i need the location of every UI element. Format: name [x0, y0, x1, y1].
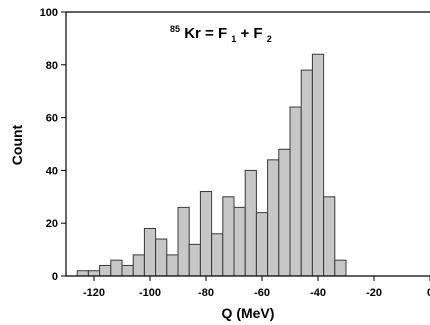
histogram-bars — [76, 53, 347, 277]
histogram-bar — [300, 69, 313, 277]
histogram-bar — [110, 259, 123, 277]
x-tick-label: 0 — [427, 287, 430, 299]
y-axis-title: Count — [9, 124, 25, 165]
x-tick-label: -80 — [198, 287, 214, 299]
histogram-bar — [199, 191, 213, 277]
histogram-bar — [255, 212, 269, 277]
histogram-bar — [121, 264, 134, 277]
x-axis-ticks: -120 -100 -80 -60 -40 -20 0 — [83, 276, 430, 299]
histogram-bar — [233, 206, 246, 277]
x-axis-title: Q (MeV) — [222, 305, 275, 321]
x-tick-label: -20 — [366, 287, 382, 299]
y-tick-label: 20 — [46, 218, 58, 230]
y-axis-ticks: 0 20 40 60 80 100 — [40, 7, 66, 283]
y-tick-label: 0 — [52, 271, 58, 283]
x-tick-label: -100 — [139, 287, 161, 299]
histogram-bar — [311, 53, 325, 277]
y-tick-label: 60 — [46, 113, 58, 125]
histogram-bar — [211, 233, 224, 277]
y-tick-label: 80 — [46, 60, 58, 72]
histogram-bar — [289, 106, 302, 277]
y-tick-label: 100 — [40, 7, 58, 19]
x-tick-label: -40 — [310, 287, 326, 299]
histogram-bar — [155, 238, 168, 277]
histogram-bar — [132, 254, 145, 277]
histogram-bar — [267, 159, 280, 277]
histogram-bar — [143, 227, 157, 277]
histogram-bar — [177, 206, 190, 277]
histogram-bar — [188, 243, 201, 277]
histogram-bar — [334, 259, 347, 277]
histogram-bar — [166, 254, 179, 277]
histogram-bar — [87, 270, 101, 277]
histogram-bar — [76, 270, 89, 277]
histogram-bar — [323, 196, 336, 277]
y-tick-label: 40 — [46, 165, 58, 177]
histogram-bar — [244, 169, 257, 277]
x-tick-label: -120 — [83, 287, 105, 299]
x-tick-label: -60 — [254, 287, 270, 299]
chart-title: 85 Kr = F 1 + F 2 — [170, 19, 272, 46]
histogram-bar — [222, 196, 235, 277]
histogram-bar — [278, 148, 291, 277]
histogram-bar — [99, 264, 112, 277]
